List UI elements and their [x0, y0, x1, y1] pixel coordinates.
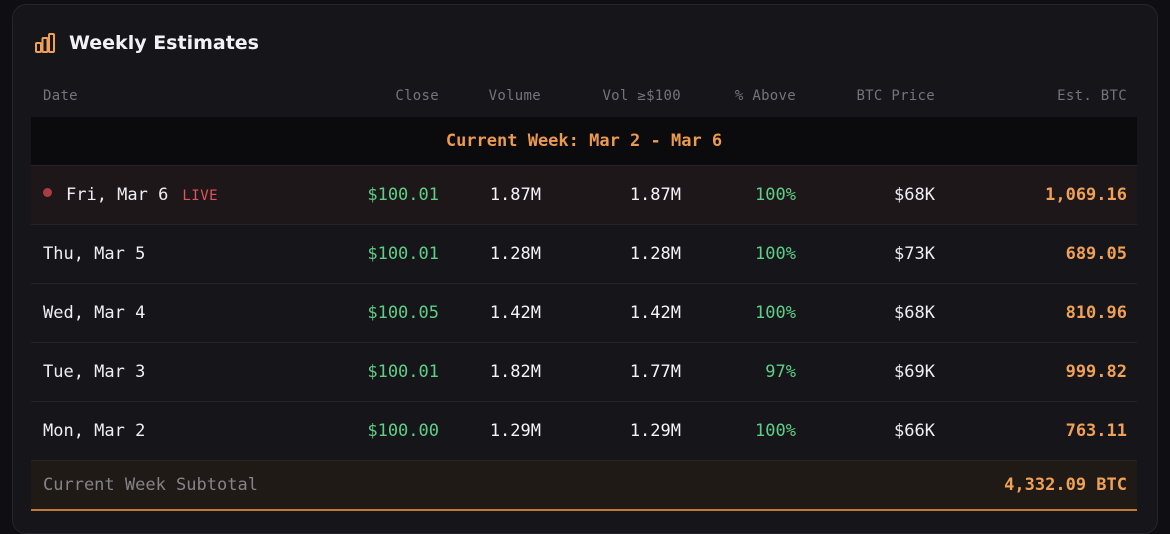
table-row[interactable]: Thu, Mar 5 $100.01 1.28M 1.28M 100% $73K… [31, 223, 1137, 283]
date-cell: Tue, Mar 3 [31, 341, 321, 401]
live-dot-icon [43, 188, 52, 197]
pct-above-cell: 97% [691, 341, 806, 401]
vol-above-cell: 1.87M [551, 164, 691, 224]
est-btc-cell: 689.05 [945, 223, 1137, 283]
volume-cell: 1.42M [449, 282, 551, 342]
table-row[interactable]: Tue, Mar 3 $100.01 1.82M 1.77M 97% $69K … [31, 341, 1137, 401]
close-cell: $100.01 [321, 341, 449, 401]
live-badge: LIVE [182, 187, 219, 204]
column-header-btc-price[interactable]: BTC Price [856, 88, 935, 104]
est-btc-cell: 999.82 [945, 341, 1137, 401]
close-cell: $100.05 [321, 282, 449, 342]
vol-above-cell: 1.77M [551, 341, 691, 401]
weekly-estimates-card: Weekly Estimates Date Close Volume Vol ≥… [12, 4, 1158, 534]
btc-price-cell: $73K [806, 223, 945, 283]
card-header: Weekly Estimates [33, 29, 259, 57]
volume-cell: 1.87M [449, 164, 551, 224]
column-header-vol-above[interactable]: Vol ≥$100 [602, 88, 681, 104]
pct-above-cell: 100% [691, 400, 806, 460]
close-cell: $100.01 [321, 164, 449, 224]
column-header-date[interactable]: Date [43, 88, 78, 104]
column-header-pct-above[interactable]: % Above [734, 88, 796, 104]
pct-above-cell: 100% [691, 164, 806, 224]
pct-above-cell: 100% [691, 223, 806, 283]
btc-price-cell: $68K [806, 282, 945, 342]
date-cell: Mon, Mar 2 [31, 400, 321, 460]
table-row[interactable]: Mon, Mar 2 $100.00 1.29M 1.29M 100% $66K… [31, 400, 1137, 460]
volume-cell: 1.82M [449, 341, 551, 401]
subtotal-row: Current Week Subtotal 4,332.09 BTC [31, 459, 1137, 511]
est-btc-cell: 810.96 [945, 282, 1137, 342]
date-cell: Fri, Mar 6 LIVE [31, 164, 321, 224]
column-header-est-btc[interactable]: Est. BTC [1057, 88, 1127, 104]
card-title: Weekly Estimates [69, 32, 259, 54]
vol-above-cell: 1.29M [551, 400, 691, 460]
subtotal-value: 4,332.09 BTC [691, 459, 1137, 511]
bar-chart-icon [35, 33, 55, 53]
pct-above-cell: 100% [691, 282, 806, 342]
column-header-close[interactable]: Close [395, 88, 439, 104]
volume-cell: 1.29M [449, 400, 551, 460]
subtotal-label: Current Week Subtotal [31, 459, 691, 511]
btc-price-cell: $68K [806, 164, 945, 224]
table-row[interactable]: Wed, Mar 4 $100.05 1.42M 1.42M 100% $68K… [31, 282, 1137, 342]
column-header-volume[interactable]: Volume [488, 88, 541, 104]
estimates-table: Date Close Volume Vol ≥$100 % Above BTC … [31, 75, 1137, 511]
date-text: Fri, Mar 6 [66, 184, 169, 205]
table-row[interactable]: Fri, Mar 6 LIVE $100.01 1.87M 1.87M 100% … [31, 164, 1137, 224]
btc-price-cell: $66K [806, 400, 945, 460]
week-label: Current Week: Mar 2 - Mar 6 [31, 117, 1137, 165]
date-cell: Thu, Mar 5 [31, 223, 321, 283]
est-btc-cell: 1,069.16 [945, 164, 1137, 224]
date-cell: Wed, Mar 4 [31, 282, 321, 342]
week-group-header: Current Week: Mar 2 - Mar 6 [31, 117, 1137, 165]
vol-above-cell: 1.42M [551, 282, 691, 342]
close-cell: $100.00 [321, 400, 449, 460]
vol-above-cell: 1.28M [551, 223, 691, 283]
volume-cell: 1.28M [449, 223, 551, 283]
close-cell: $100.01 [321, 223, 449, 283]
est-btc-cell: 763.11 [945, 400, 1137, 460]
table-header-row: Date Close Volume Vol ≥$100 % Above BTC … [31, 75, 1137, 117]
btc-price-cell: $69K [806, 341, 945, 401]
